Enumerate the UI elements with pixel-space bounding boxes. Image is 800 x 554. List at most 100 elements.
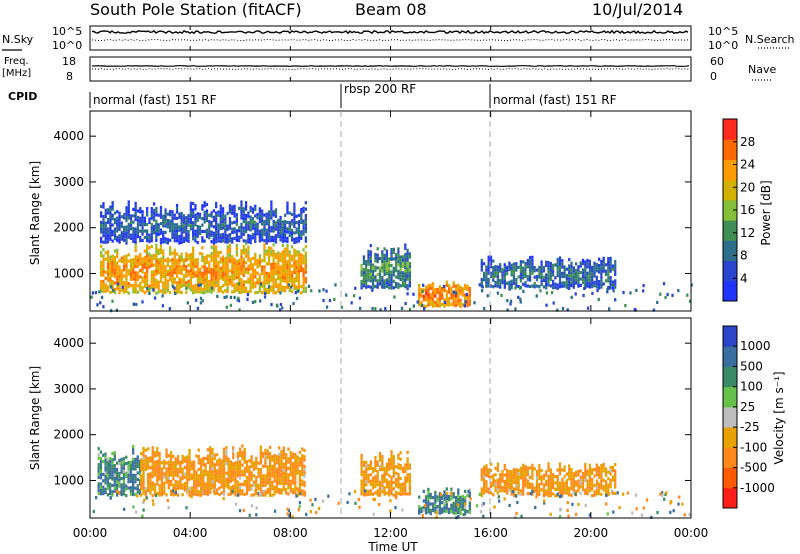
range-gate-cell xyxy=(127,460,130,465)
range-gate-cell xyxy=(443,288,446,292)
range-gate-cell xyxy=(196,277,199,281)
range-gate-cell xyxy=(229,463,233,467)
range-gate-cell xyxy=(614,298,617,302)
range-gate-cell xyxy=(397,256,400,261)
range-gate-cell xyxy=(217,251,220,255)
range-gate-cell xyxy=(136,455,139,459)
range-gate-cell xyxy=(287,492,290,496)
cpid-segment-label: normal (fast) 151 RF xyxy=(93,93,217,107)
range-gate-cell xyxy=(376,285,379,289)
range-gate-cell xyxy=(297,266,301,270)
range-gate-cell xyxy=(104,289,107,293)
colorbar-swatch xyxy=(723,467,737,489)
range-gate-cell xyxy=(642,506,645,510)
range-gate-cell xyxy=(249,263,252,268)
range-gate-cell xyxy=(563,491,566,495)
range-gate-cell xyxy=(205,212,209,216)
range-gate-cell xyxy=(125,455,128,459)
range-gate-cell xyxy=(392,480,395,485)
range-gate-cell xyxy=(194,258,197,262)
range-gate-cell xyxy=(443,298,446,302)
range-gate-cell xyxy=(298,479,302,483)
range-gate-cell xyxy=(293,251,296,255)
range-gate-cell xyxy=(452,290,456,294)
range-gate-cell xyxy=(284,239,287,243)
range-gate-cell xyxy=(273,476,276,480)
range-gate-cell xyxy=(215,245,218,249)
range-gate-cell xyxy=(482,465,486,469)
range-gate-cell xyxy=(132,220,135,224)
range-gate-cell xyxy=(297,282,301,286)
range-gate-cell xyxy=(406,450,409,454)
range-gate-cell xyxy=(602,282,605,286)
range-gate-cell xyxy=(263,243,266,247)
range-gate-cell xyxy=(360,473,363,477)
range-gate-cell xyxy=(254,291,257,295)
range-gate-cell xyxy=(572,282,575,286)
range-gate-cell xyxy=(591,487,594,491)
range-gate-cell xyxy=(255,482,258,486)
range-gate-cell xyxy=(231,271,234,275)
range-gate-cell xyxy=(267,271,271,276)
range-gate-cell xyxy=(219,217,222,221)
range-gate-cell xyxy=(196,306,200,311)
range-gate-cell xyxy=(281,220,285,224)
range-gate-cell xyxy=(597,469,601,473)
range-gate-cell xyxy=(371,276,375,280)
range-gate-cell xyxy=(588,482,592,487)
range-gate-cell xyxy=(374,459,377,463)
range-gate-cell xyxy=(602,488,605,492)
range-gate-cell xyxy=(115,480,119,484)
range-gate-cell xyxy=(267,219,271,224)
range-gate-cell xyxy=(304,270,308,274)
range-gate-cell xyxy=(383,269,386,273)
range-gate-cell xyxy=(510,469,513,474)
range-gate-cell xyxy=(579,264,582,268)
range-gate-cell xyxy=(118,227,121,231)
range-gate-cell xyxy=(371,288,374,292)
range-gate-cell xyxy=(278,491,281,495)
range-gate-cell xyxy=(261,268,264,272)
range-gate-cell xyxy=(162,275,165,279)
range-gate-cell xyxy=(268,445,272,449)
range-gate-cell xyxy=(115,493,119,497)
range-gate-cell xyxy=(118,237,121,241)
range-gate-cell xyxy=(106,233,110,238)
range-gate-cell xyxy=(160,491,164,495)
range-gate-cell xyxy=(367,272,370,276)
range-gate-cell xyxy=(397,285,400,289)
range-gate-cell xyxy=(203,217,206,221)
range-gate-cell xyxy=(261,215,264,220)
range-gate-cell xyxy=(224,289,227,293)
range-gate-cell xyxy=(281,236,285,240)
range-gate-cell xyxy=(240,281,243,285)
range-gate-cell xyxy=(96,303,99,307)
range-gate-cell xyxy=(365,473,368,477)
range-gate-cell xyxy=(266,481,269,485)
range-gate-cell xyxy=(492,480,495,484)
range-gate-cell xyxy=(243,447,246,452)
range-gate-cell xyxy=(132,444,135,449)
range-gate-cell xyxy=(374,475,377,479)
range-gate-cell xyxy=(229,466,233,470)
range-gate-cell xyxy=(556,468,559,472)
range-gate-cell xyxy=(362,489,366,493)
range-gate-cell xyxy=(109,271,112,275)
range-gate-cell xyxy=(272,249,275,253)
range-gate-cell xyxy=(609,256,612,260)
range-gate-cell xyxy=(203,213,206,218)
range-gate-cell xyxy=(611,267,615,271)
range-gate-cell xyxy=(116,280,119,284)
range-gate-cell xyxy=(140,480,143,484)
range-gate-cell xyxy=(122,476,126,480)
range-gate-cell xyxy=(158,477,161,481)
range-gate-cell xyxy=(459,505,462,509)
range-gate-cell xyxy=(181,493,184,497)
range-gate-cell xyxy=(192,489,196,493)
range-gate-cell xyxy=(538,464,541,468)
range-gate-cell xyxy=(438,298,442,302)
range-gate-cell xyxy=(547,487,550,491)
range-gate-cell xyxy=(272,213,275,217)
range-gate-cell xyxy=(264,451,267,456)
range-gate-cell xyxy=(443,496,446,500)
